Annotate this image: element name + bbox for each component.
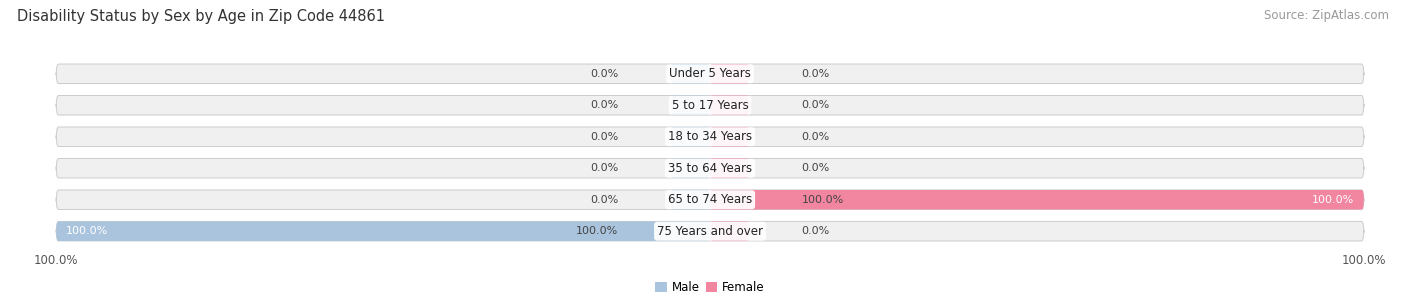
FancyBboxPatch shape — [671, 159, 710, 178]
FancyBboxPatch shape — [671, 64, 710, 84]
Text: 35 to 64 Years: 35 to 64 Years — [668, 162, 752, 175]
Text: 0.0%: 0.0% — [801, 69, 830, 79]
Text: 0.0%: 0.0% — [591, 100, 619, 110]
Text: 0.0%: 0.0% — [801, 163, 830, 173]
FancyBboxPatch shape — [710, 95, 749, 115]
Text: 100.0%: 100.0% — [1312, 195, 1354, 205]
FancyBboxPatch shape — [710, 159, 749, 178]
FancyBboxPatch shape — [710, 127, 749, 146]
Text: Under 5 Years: Under 5 Years — [669, 67, 751, 80]
Text: 100.0%: 100.0% — [66, 226, 108, 236]
Text: 100.0%: 100.0% — [801, 195, 844, 205]
Text: 65 to 74 Years: 65 to 74 Years — [668, 193, 752, 206]
FancyBboxPatch shape — [56, 221, 710, 241]
Text: Source: ZipAtlas.com: Source: ZipAtlas.com — [1264, 9, 1389, 22]
Text: 5 to 17 Years: 5 to 17 Years — [672, 99, 748, 112]
Legend: Male, Female: Male, Female — [651, 276, 769, 299]
Text: Disability Status by Sex by Age in Zip Code 44861: Disability Status by Sex by Age in Zip C… — [17, 9, 385, 24]
FancyBboxPatch shape — [671, 95, 710, 115]
Text: 0.0%: 0.0% — [591, 163, 619, 173]
Text: 0.0%: 0.0% — [591, 132, 619, 142]
Text: 0.0%: 0.0% — [801, 132, 830, 142]
FancyBboxPatch shape — [56, 95, 1364, 115]
FancyBboxPatch shape — [710, 64, 749, 84]
FancyBboxPatch shape — [671, 127, 710, 146]
FancyBboxPatch shape — [56, 159, 1364, 178]
FancyBboxPatch shape — [56, 64, 1364, 84]
FancyBboxPatch shape — [56, 221, 1364, 241]
FancyBboxPatch shape — [56, 127, 1364, 146]
Text: 0.0%: 0.0% — [801, 226, 830, 236]
Text: 75 Years and over: 75 Years and over — [657, 225, 763, 238]
FancyBboxPatch shape — [671, 190, 710, 210]
Text: 100.0%: 100.0% — [576, 226, 619, 236]
Text: 18 to 34 Years: 18 to 34 Years — [668, 130, 752, 143]
Text: 0.0%: 0.0% — [591, 69, 619, 79]
FancyBboxPatch shape — [710, 221, 749, 241]
FancyBboxPatch shape — [56, 190, 1364, 210]
Text: 0.0%: 0.0% — [801, 100, 830, 110]
Text: 0.0%: 0.0% — [591, 195, 619, 205]
FancyBboxPatch shape — [710, 190, 1364, 210]
